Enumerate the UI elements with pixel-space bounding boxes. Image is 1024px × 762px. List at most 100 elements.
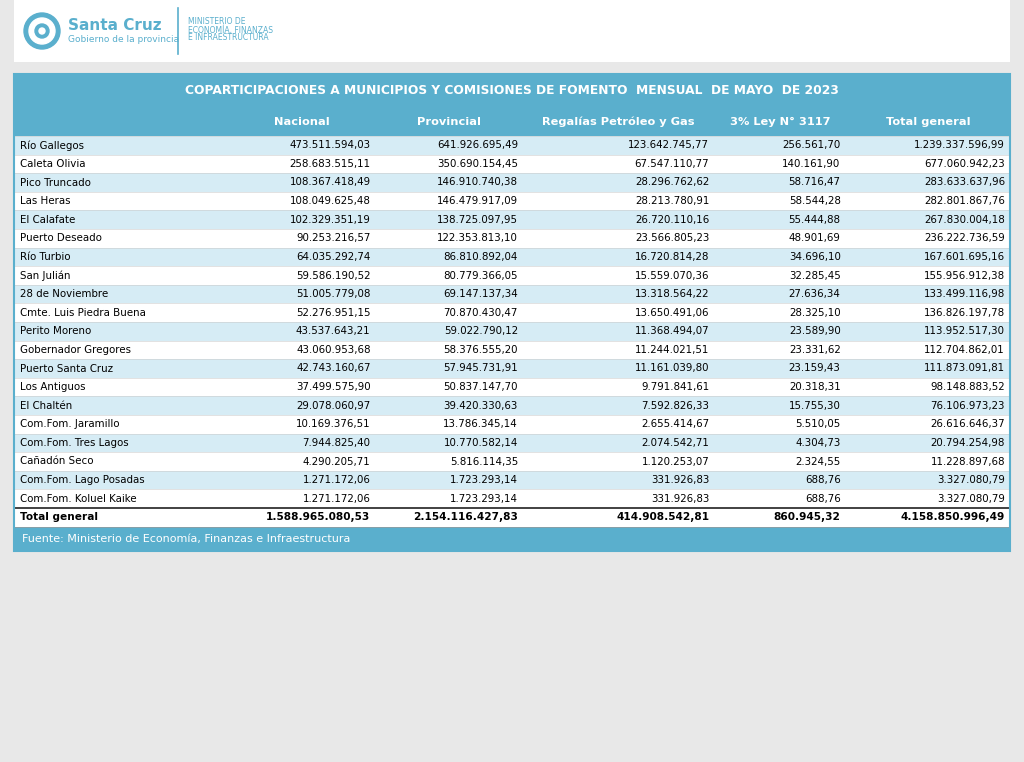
Circle shape [24,13,60,49]
Text: 258.683.515,11: 258.683.515,11 [290,159,371,169]
Text: 11.228.897,68: 11.228.897,68 [931,456,1005,466]
Text: Com.Fom. Lago Posadas: Com.Fom. Lago Posadas [20,475,144,485]
Text: 42.743.160,67: 42.743.160,67 [296,363,371,373]
Text: Río Gallegos: Río Gallegos [20,140,84,151]
Text: 1.239.337.596,99: 1.239.337.596,99 [914,140,1005,150]
Bar [14,285,1010,303]
Text: 57.945.731,91: 57.945.731,91 [443,363,518,373]
Text: 133.499.116,98: 133.499.116,98 [924,289,1005,299]
Text: 140.161,90: 140.161,90 [782,159,841,169]
Text: 98.148.883,52: 98.148.883,52 [931,382,1005,392]
Text: 26.720.110,16: 26.720.110,16 [635,215,710,225]
Bar [14,192,1010,210]
Text: Caleta Olivia: Caleta Olivia [20,159,85,169]
Text: 122.353.813,10: 122.353.813,10 [437,233,518,243]
Circle shape [29,18,55,44]
Text: 20.794.254,98: 20.794.254,98 [931,438,1005,448]
Text: Los Antiguos: Los Antiguos [20,382,85,392]
Text: 9.791.841,61: 9.791.841,61 [641,382,710,392]
Text: 146.910.740,38: 146.910.740,38 [437,178,518,187]
Text: 28.325,10: 28.325,10 [790,308,841,318]
Text: 688,76: 688,76 [805,494,841,504]
Text: Cmte. Luis Piedra Buena: Cmte. Luis Piedra Buena [20,308,145,318]
Text: El Calafate: El Calafate [20,215,76,225]
Bar [14,155,1010,173]
Text: 11.244.021,51: 11.244.021,51 [635,345,710,355]
Text: Gobierno de la provincia: Gobierno de la provincia [68,34,179,43]
Text: 69.147.137,34: 69.147.137,34 [443,289,518,299]
Bar [14,108,1010,136]
Text: 13.318.564,22: 13.318.564,22 [635,289,710,299]
Bar [14,508,1010,527]
Text: 15.559.070,36: 15.559.070,36 [635,271,710,280]
Text: 55.444,88: 55.444,88 [788,215,841,225]
Text: 1.723.293,14: 1.723.293,14 [450,494,518,504]
Text: 27.636,34: 27.636,34 [788,289,841,299]
Bar [14,415,1010,434]
Bar [14,434,1010,452]
Circle shape [35,24,49,38]
Text: 34.696,10: 34.696,10 [788,252,841,262]
Text: 3.327.080,79: 3.327.080,79 [937,494,1005,504]
Text: MINISTERIO DE: MINISTERIO DE [188,18,246,27]
Text: 11.368.494,07: 11.368.494,07 [635,326,710,336]
Bar [14,229,1010,248]
Text: Santa Cruz: Santa Cruz [68,18,162,33]
Text: 4.290.205,71: 4.290.205,71 [303,456,371,466]
Text: 111.873.091,81: 111.873.091,81 [924,363,1005,373]
Bar [14,210,1010,229]
Text: ECONOMÍA, FINANZAS: ECONOMÍA, FINANZAS [188,25,273,35]
Text: 282.801.867,76: 282.801.867,76 [924,196,1005,206]
Text: 641.926.695,49: 641.926.695,49 [437,140,518,150]
Bar [14,173,1010,192]
Text: 136.826.197,78: 136.826.197,78 [924,308,1005,318]
Text: 1.588.965.080,53: 1.588.965.080,53 [266,513,371,523]
Text: 29.078.060,97: 29.078.060,97 [296,401,371,411]
Text: Com.Fom. Tres Lagos: Com.Fom. Tres Lagos [20,438,129,448]
Text: Río Turbio: Río Turbio [20,252,71,262]
Text: 59.586.190,52: 59.586.190,52 [296,271,371,280]
Text: 10.770.582,14: 10.770.582,14 [443,438,518,448]
Text: 10.169.376,51: 10.169.376,51 [296,419,371,429]
Text: 112.704.862,01: 112.704.862,01 [925,345,1005,355]
Text: 39.420.330,63: 39.420.330,63 [443,401,518,411]
Text: 58.716,47: 58.716,47 [788,178,841,187]
Text: 67.547.110,77: 67.547.110,77 [635,159,710,169]
Circle shape [39,28,45,34]
Text: 113.952.517,30: 113.952.517,30 [924,326,1005,336]
Text: 70.870.430,47: 70.870.430,47 [443,308,518,318]
Text: 283.633.637,96: 283.633.637,96 [924,178,1005,187]
Text: 43.537.643,21: 43.537.643,21 [296,326,371,336]
Text: Regalías Petróleo y Gas: Regalías Petróleo y Gas [543,117,695,127]
Text: Pico Truncado: Pico Truncado [20,178,91,187]
Text: Cañadón Seco: Cañadón Seco [20,456,93,466]
Text: 50.837.147,70: 50.837.147,70 [443,382,518,392]
Text: 2.154.116.427,83: 2.154.116.427,83 [413,513,518,523]
Text: 108.367.418,49: 108.367.418,49 [290,178,371,187]
Bar [14,266,1010,285]
Text: 32.285,45: 32.285,45 [788,271,841,280]
Text: 80.779.366,05: 80.779.366,05 [443,271,518,280]
Text: 167.601.695,16: 167.601.695,16 [924,252,1005,262]
Text: 5.510,05: 5.510,05 [796,419,841,429]
Text: Perito Moreno: Perito Moreno [20,326,91,336]
Text: 23.331,62: 23.331,62 [788,345,841,355]
Text: 11.161.039,80: 11.161.039,80 [635,363,710,373]
Text: Puerto Santa Cruz: Puerto Santa Cruz [20,363,113,373]
Text: 4.304,73: 4.304,73 [796,438,841,448]
Text: 13.786.345,14: 13.786.345,14 [443,419,518,429]
Text: E INFRAESTRUCTURA: E INFRAESTRUCTURA [188,34,268,43]
Text: 2.324,55: 2.324,55 [796,456,841,466]
Text: 3.327.080,79: 3.327.080,79 [937,475,1005,485]
Text: 1.271.172,06: 1.271.172,06 [303,494,371,504]
Text: Puerto Deseado: Puerto Deseado [20,233,101,243]
Text: 102.329.351,19: 102.329.351,19 [290,215,371,225]
Text: 43.060.953,68: 43.060.953,68 [296,345,371,355]
Text: 64.035.292,74: 64.035.292,74 [296,252,371,262]
Text: 20.318,31: 20.318,31 [788,382,841,392]
Text: Provincial: Provincial [417,117,481,127]
Text: 26.616.646,37: 26.616.646,37 [931,419,1005,429]
Text: Fuente: Ministerio de Economía, Finanzas e Infraestructura: Fuente: Ministerio de Economía, Finanzas… [22,534,350,544]
Text: 2.655.414,67: 2.655.414,67 [641,419,710,429]
Bar [14,359,1010,378]
